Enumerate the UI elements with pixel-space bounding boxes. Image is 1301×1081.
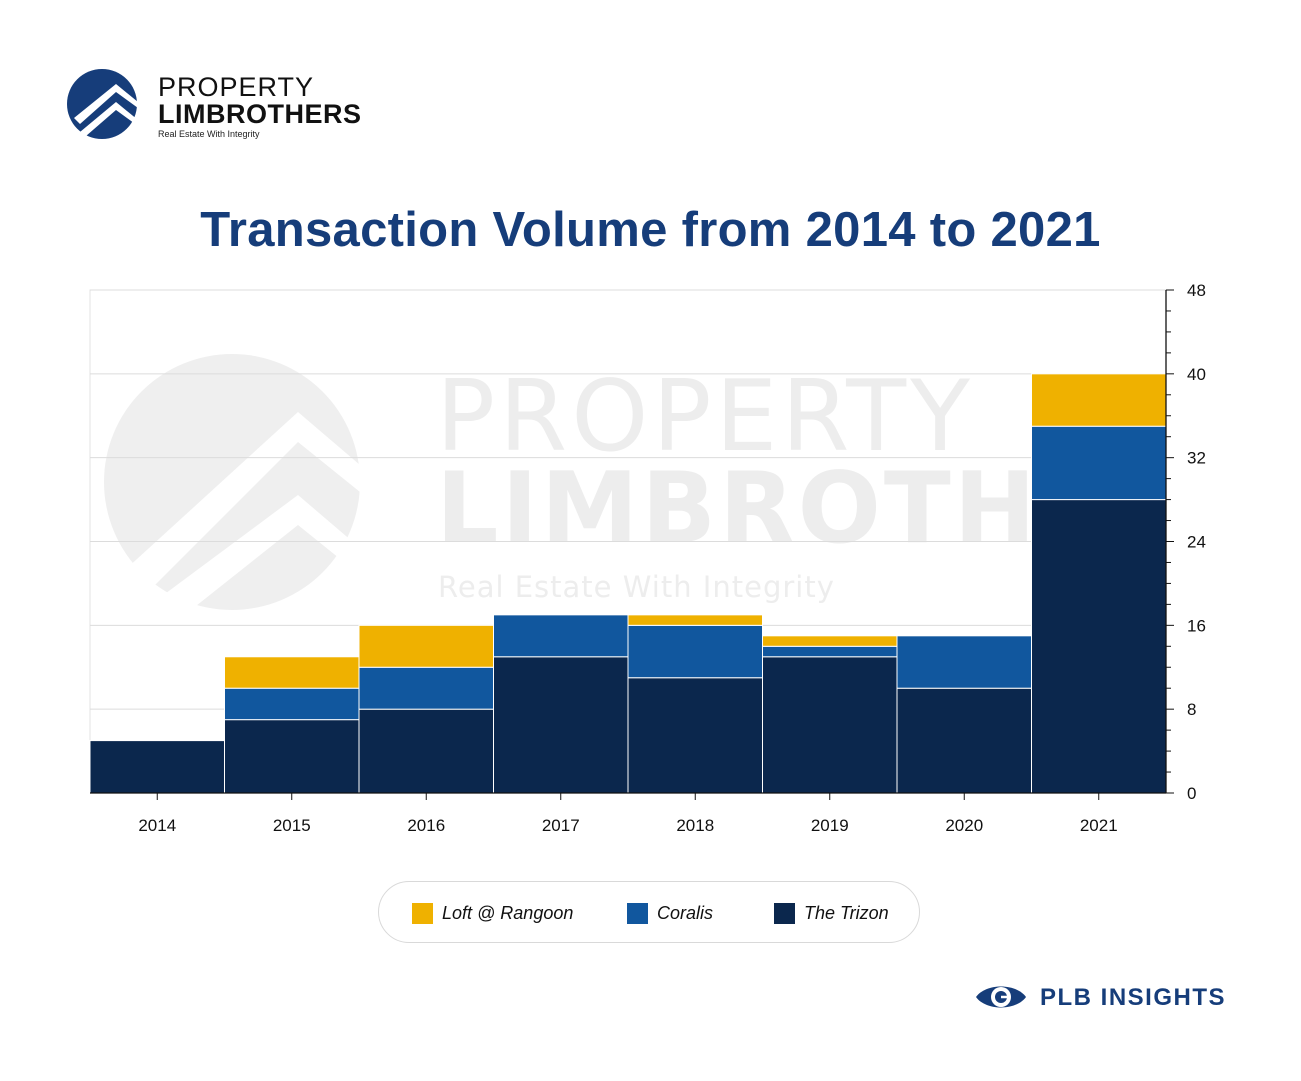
bar-2016-the-trizon [358,708,494,794]
legend-item-coralis: Coralis [627,902,713,924]
bar-2019-coralis [762,645,898,658]
bar-2018-loft-rangoon [627,614,763,626]
bar-2016-loft-rangoon [358,624,494,668]
plb-insights-badge: PLB INSIGHTS [974,980,1244,1016]
x-tick-label: 2014 [138,816,176,835]
watermark-line1: PROPERTY [436,360,974,474]
chart-title: Transaction Volume from 2014 to 2021 [200,203,1101,257]
y-tick-label: 24 [1187,533,1206,552]
plb-insights-label: PLB INSIGHTS [1040,984,1227,1011]
eye-icon [976,986,1026,1008]
legend: Loft @ Rangoon Coralis The Trizon [378,881,920,943]
bar-2016-coralis [358,666,494,710]
y-tick-label: 16 [1187,616,1206,635]
stacked-bar-chart: PROPERTY LIMBROTHE Real Estate With Inte… [89,281,1206,835]
watermark-tagline: Real Estate With Integrity [438,570,835,604]
brand-tagline: Real Estate With Integrity [158,129,260,139]
bar-2015-loft-rangoon [224,656,360,689]
x-tick-label: 2018 [676,816,714,835]
bar-2015-coralis [224,687,360,721]
bar-2020-coralis [896,635,1032,689]
bar-2014-the-trizon [89,740,225,794]
bar-2019-loft-rangoon [762,635,898,647]
x-tick-label: 2019 [811,816,849,835]
brand-logo-icon [67,69,138,139]
x-tick-label: 2020 [945,816,983,835]
y-axis-ticks: 0 8 16 24 32 40 48 [1187,281,1206,803]
legend-label-trizon: The Trizon [804,902,889,923]
bar-2019-the-trizon [762,656,898,794]
y-tick-label: 0 [1187,784,1196,803]
bars [89,373,1167,794]
bar-2021-the-trizon [1031,499,1167,794]
watermark-line2: LIMBROTHE [436,452,1109,566]
y-tick-label: 40 [1187,365,1206,384]
legend-swatch-trizon [774,902,795,924]
bar-2017-the-trizon [493,656,629,794]
brand-header: PROPERTY LIMBROTHERS Real Estate With In… [66,68,386,148]
legend-swatch-loft [412,902,433,924]
y-tick-label: 48 [1187,281,1206,300]
y-tick-label: 8 [1187,700,1196,719]
legend-label-coralis: Coralis [657,902,714,923]
legend-item-trizon: The Trizon [774,902,889,924]
x-tick-label: 2015 [273,816,311,835]
bar-2021-loft-rangoon [1031,373,1167,427]
axes [90,289,1174,800]
legend-item-loft: Loft @ Rangoon [412,902,573,924]
x-tick-label: 2021 [1080,816,1118,835]
x-tick-label: 2017 [542,816,580,835]
brand-name-line2: LIMBROTHERS [158,99,362,129]
watermark: PROPERTY LIMBROTHE Real Estate With Inte… [104,354,1109,625]
brand-name-line1: PROPERTY [158,72,315,102]
bar-2017-coralis [493,614,629,658]
bar-2021-coralis [1031,425,1167,501]
legend-label-loft: Loft @ Rangoon [442,902,574,923]
legend-swatch-coralis [627,902,648,924]
bar-2018-coralis [627,624,763,679]
x-axis-labels: 2014 2015 2016 2017 2018 2019 2020 2021 [138,816,1117,835]
y-tick-label: 32 [1187,449,1206,468]
x-tick-label: 2016 [407,816,445,835]
bar-2018-the-trizon [627,677,763,794]
bar-2015-the-trizon [224,719,360,794]
bar-2020-the-trizon [896,687,1032,794]
